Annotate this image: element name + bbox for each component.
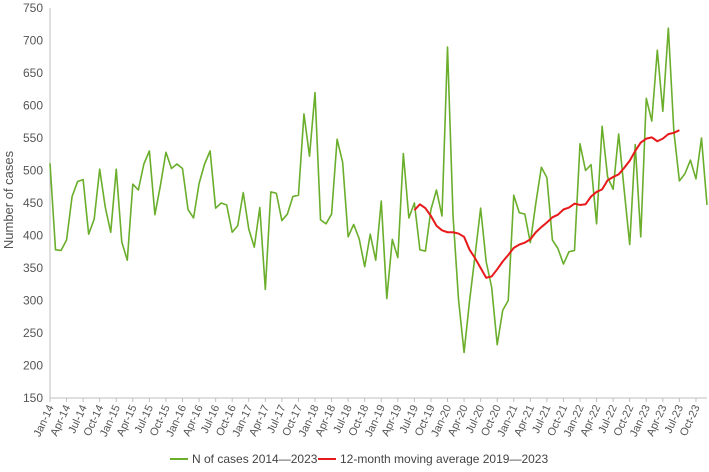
x-axis: Jan-14Apr-14Jul-14Oct-14Jan-15Apr-15Jul-… <box>32 397 707 439</box>
series-line-cases <box>49 27 708 354</box>
y-tick-label: 600 <box>23 99 43 113</box>
legend-label: 12-month moving average 2019—2023 <box>340 452 548 466</box>
legend-item-moving-average: 12-month moving average 2019—2023 <box>318 452 548 466</box>
series-layer <box>49 27 708 354</box>
series-line-moving-average <box>413 129 680 279</box>
y-tick-label: 550 <box>23 131 43 145</box>
y-tick-label: 300 <box>23 294 43 308</box>
y-tick-label: 250 <box>23 326 43 340</box>
y-tick-label: 750 <box>23 1 43 15</box>
y-tick-label: 150 <box>23 391 43 405</box>
legend-item-cases: N of cases 2014—2023 <box>170 452 318 466</box>
y-tick-label: 650 <box>23 66 43 80</box>
y-tick-label: 350 <box>23 261 43 275</box>
y-axis-title: Number of cases <box>1 150 16 249</box>
y-tick-label: 200 <box>23 359 43 373</box>
y-axis: 150 200 250 300 350 400 450 500 550 600 650 700 750 <box>23 1 51 405</box>
y-tick-label: 400 <box>23 229 43 243</box>
y-tick-label: 450 <box>23 196 43 210</box>
y-tick-label: 500 <box>23 164 43 178</box>
legend: N of cases 2014—2023 12-month moving aver… <box>170 452 548 466</box>
y-tick-label: 700 <box>23 34 43 48</box>
legend-label: N of cases 2014—2023 <box>192 452 318 466</box>
